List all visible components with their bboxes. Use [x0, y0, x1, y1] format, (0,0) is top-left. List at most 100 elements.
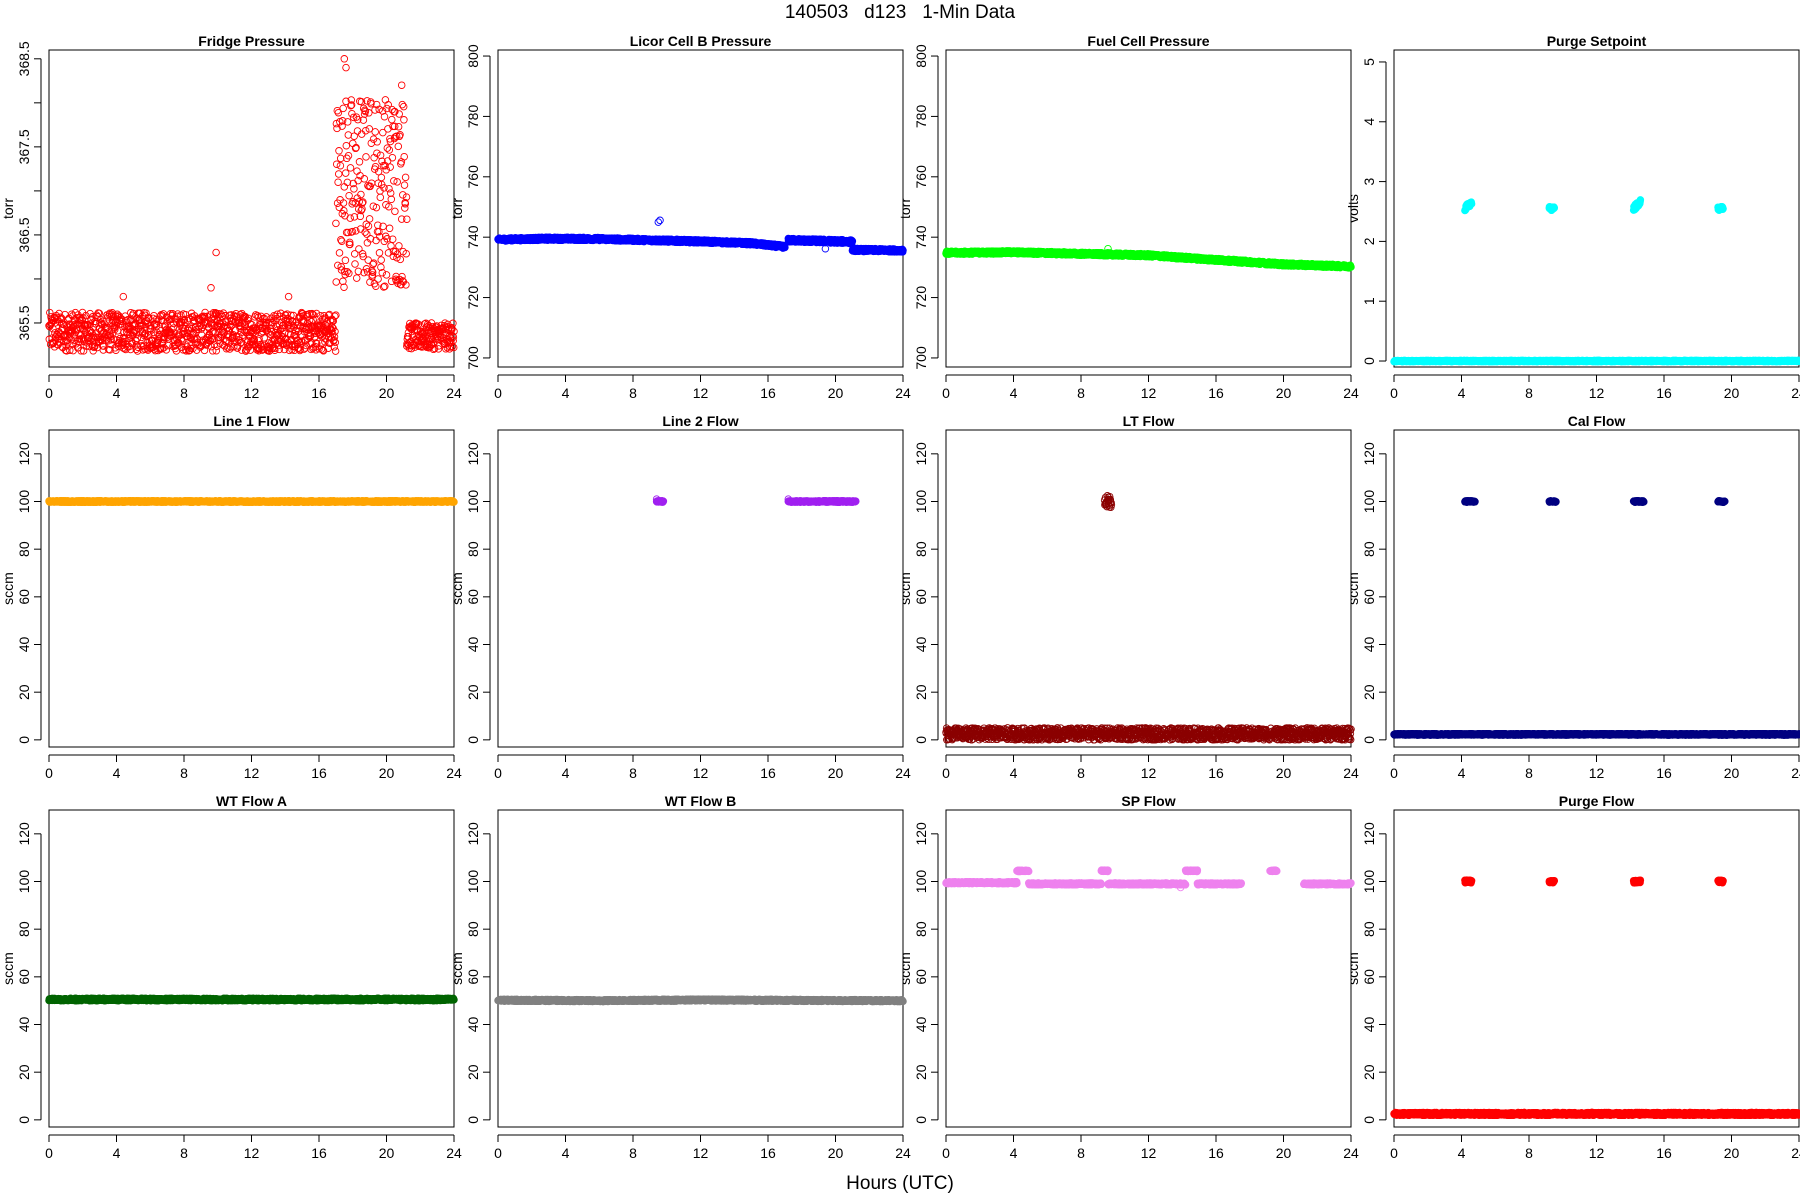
data-point [203, 319, 212, 328]
data-point [349, 139, 357, 148]
data-point [397, 81, 406, 89]
x-tick-label: 20 [1724, 385, 1740, 401]
x-tick-label: 8 [1525, 385, 1533, 401]
y-axis-label: torr [449, 198, 465, 219]
data-point [395, 242, 403, 250]
data-point [345, 191, 353, 200]
data-point [375, 249, 384, 257]
y-tick-label: 720 [913, 286, 929, 310]
data-point [82, 342, 91, 350]
data-point [133, 334, 142, 343]
y-tick-label: 760 [465, 165, 481, 189]
page-title: 140503 d123 1-Min Data [784, 2, 1016, 23]
x-tick-label: 0 [942, 385, 950, 401]
data-point [371, 128, 379, 136]
data-point [341, 169, 350, 177]
data-point [377, 173, 386, 182]
data-point [201, 312, 209, 321]
data-point [335, 249, 344, 257]
x-tick-label: 24 [1343, 385, 1359, 401]
data-point [96, 315, 105, 324]
x-tick-label: 16 [1208, 385, 1224, 401]
x-tick-label: 24 [446, 385, 462, 401]
data-point [340, 283, 348, 291]
y-tick-label: 720 [465, 286, 481, 310]
data-point [182, 347, 190, 355]
data-point [848, 237, 857, 246]
x-tick-label: 4 [113, 385, 121, 401]
data-point [93, 311, 101, 320]
plot-frame [48, 49, 455, 368]
data-point [112, 346, 120, 354]
y-tick-label: 740 [465, 225, 481, 249]
data-point [332, 219, 340, 228]
x-tick-label: 4 [562, 385, 570, 401]
x-tick-label: 8 [1077, 385, 1085, 401]
data-point [1347, 263, 1355, 271]
data-point [387, 195, 396, 204]
data-point [154, 346, 162, 355]
y-tick-label: 740 [913, 225, 929, 249]
x-tick-label: 24 [1791, 385, 1800, 401]
data-point [362, 153, 370, 161]
data-point [193, 335, 201, 343]
data-point [332, 160, 341, 168]
y-axis-label: volts [1345, 194, 1361, 223]
y-tick-label: 1 [1361, 297, 1377, 305]
data-point [400, 116, 408, 124]
y-axis-label: torr [897, 198, 913, 219]
x-tick-label: 12 [244, 385, 260, 401]
data-point [187, 334, 196, 343]
data-point [77, 347, 85, 355]
data-point [357, 190, 365, 199]
data-point [336, 154, 345, 163]
data-point [340, 55, 349, 63]
chart-title: Purge Setpoint [1547, 33, 1647, 49]
y-tick-label: 366.5 [16, 217, 32, 252]
data-point [335, 203, 344, 212]
y-axis-label: torr [0, 198, 16, 219]
data-point [66, 346, 74, 355]
plot-frame [945, 49, 1352, 368]
data-point [106, 346, 114, 354]
x-tick-label: 8 [629, 385, 637, 401]
data-point [342, 141, 351, 150]
data-point [99, 342, 108, 350]
x-tick-label: 16 [1656, 385, 1672, 401]
data-point [656, 216, 664, 225]
data-point [376, 193, 385, 202]
y-tick-label: 800 [465, 44, 481, 68]
data-point [351, 260, 359, 268]
data-point [142, 322, 150, 331]
data-point [180, 315, 189, 324]
data-point [334, 178, 342, 186]
data-point [187, 342, 195, 350]
data-point [654, 218, 663, 226]
data-point [88, 313, 97, 321]
data-point [380, 112, 389, 121]
data-point [200, 346, 209, 355]
data-point [212, 248, 220, 257]
x-tick-label: 0 [1390, 385, 1398, 401]
data-point [344, 131, 353, 139]
data-point [353, 167, 361, 175]
data-point [899, 246, 907, 255]
y-tick-label: 700 [465, 346, 481, 370]
data-point [197, 325, 206, 333]
data-point [403, 215, 411, 223]
data-point [156, 344, 165, 352]
data-point [388, 115, 396, 124]
data-point [147, 321, 155, 330]
data-point [363, 230, 371, 238]
y-tick-label: 4 [1361, 118, 1377, 126]
data-point [166, 310, 175, 318]
data-point [335, 147, 343, 155]
y-tick-label: 700 [913, 346, 929, 370]
data-point [400, 181, 409, 189]
data-point [343, 178, 352, 187]
data-point [160, 343, 168, 352]
y-tick-label: 780 [465, 105, 481, 129]
data-point [102, 324, 111, 333]
